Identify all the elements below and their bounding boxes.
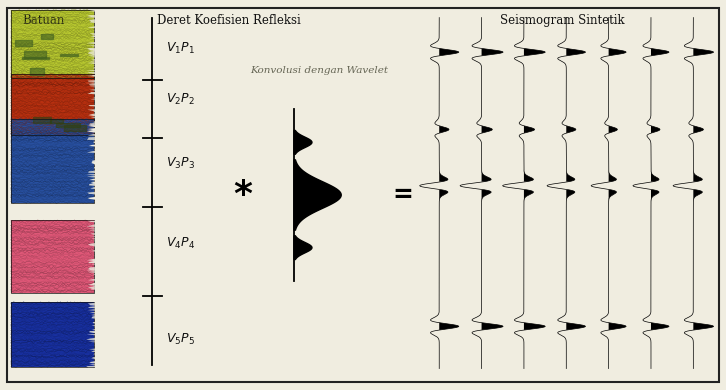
Bar	[11, 74, 94, 135]
Bar	[41, 34, 53, 39]
Bar	[15, 40, 31, 46]
Text: =: =	[393, 183, 413, 207]
Polygon shape	[294, 160, 341, 230]
Polygon shape	[294, 236, 312, 259]
Bar	[60, 53, 78, 56]
Bar	[50, 119, 63, 123]
Text: $V_5P_5$: $V_5P_5$	[166, 332, 195, 347]
Bar	[11, 119, 94, 203]
Bar	[11, 302, 94, 367]
Text: Konvolusi dengan Wavelet: Konvolusi dengan Wavelet	[250, 66, 388, 75]
Bar	[11, 220, 94, 292]
Bar	[11, 302, 94, 367]
Text: $V_3P_3$: $V_3P_3$	[166, 156, 195, 171]
Bar	[11, 10, 94, 78]
Text: $V_2P_2$: $V_2P_2$	[166, 92, 194, 107]
Bar	[30, 68, 44, 75]
Bar	[11, 220, 94, 292]
Bar	[11, 119, 94, 203]
Text: Seismogram Sintetik: Seismogram Sintetik	[500, 14, 625, 27]
Bar	[22, 57, 49, 60]
Text: Deret Koefisien Refleksi: Deret Koefisien Refleksi	[157, 14, 301, 27]
Bar	[11, 10, 94, 78]
Text: $V_1P_1$: $V_1P_1$	[166, 41, 195, 56]
Text: *: *	[234, 178, 253, 212]
Text: Batuan: Batuan	[23, 14, 65, 27]
Bar	[33, 117, 51, 123]
Bar	[56, 123, 80, 127]
Bar	[25, 51, 46, 58]
Polygon shape	[294, 131, 312, 154]
Text: $V_4P_4$: $V_4P_4$	[166, 236, 195, 251]
Bar	[11, 74, 94, 135]
Bar	[64, 126, 86, 131]
